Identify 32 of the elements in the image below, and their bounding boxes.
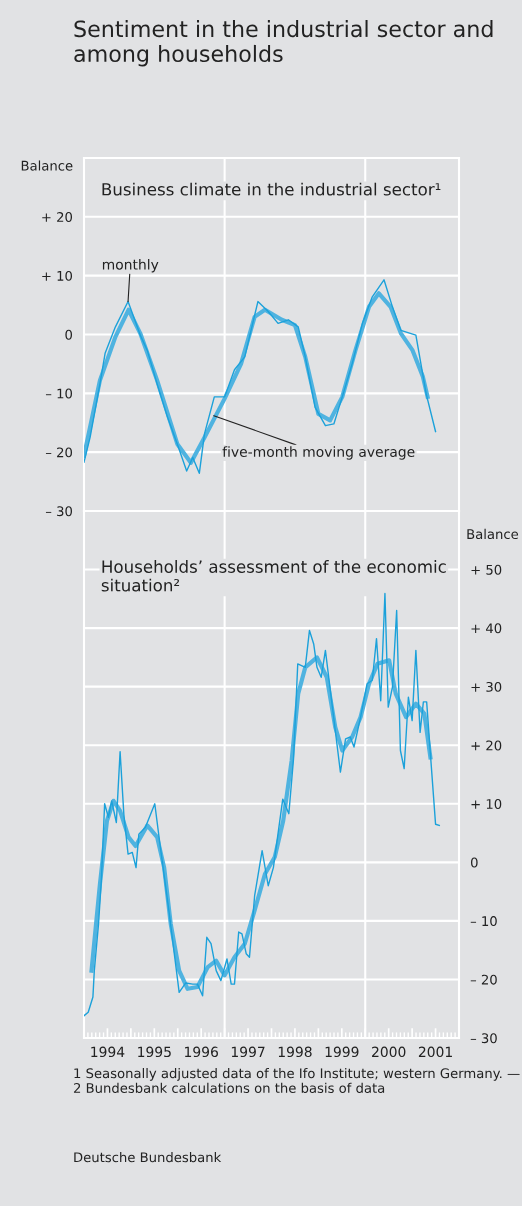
x-tick-label: 1998 <box>278 1046 312 1058</box>
y-tick-label: – 30 <box>45 506 73 517</box>
annotation: monthly <box>102 258 159 273</box>
x-tick-label: 1997 <box>231 1046 265 1058</box>
y-tick-label: + 40 <box>471 623 502 634</box>
y-tick-label: – 10 <box>45 388 73 399</box>
text: 1 Seasonally adjusted data of the Ifo Institute; western Germany. — 2 Bundesbank calculations on the basis of data <box>73 1068 520 1093</box>
y-tick-label: – 20 <box>470 974 497 985</box>
text: Deutsche Bundesbank <box>74 1152 222 1163</box>
x-tick-label: 1994 <box>91 1046 125 1058</box>
y-tick-label: + 10 <box>42 270 73 281</box>
text: Business climate in the industrial sector¹ <box>102 182 441 196</box>
chart-title: Sentiment in the industrial sector and among households <box>74 20 493 67</box>
y-tick-label: – 10 <box>470 916 497 927</box>
y-axis-title: Balance <box>467 528 519 540</box>
y-tick-label: – 30 <box>470 1033 497 1044</box>
y-tick-label: 0 <box>65 329 73 340</box>
y-tick-label: 0 <box>470 857 478 868</box>
x-tick-label: 2001 <box>418 1046 452 1058</box>
x-tick-label: 1995 <box>138 1046 171 1058</box>
y-tick-label: + 50 <box>471 564 502 575</box>
text: Households’ assessment of the economic situation² <box>101 560 446 592</box>
y-tick-label: + 30 <box>471 681 502 692</box>
y-axis-title: Balance <box>21 160 73 171</box>
y-tick-label: – 20 <box>45 447 73 458</box>
y-tick-label: + 20 <box>471 740 502 751</box>
x-tick-label: 1999 <box>325 1046 359 1058</box>
annotation: five-month moving average <box>222 446 415 460</box>
x-tick-label: 1996 <box>185 1046 218 1058</box>
y-tick-label: + 10 <box>471 799 502 809</box>
y-tick-label: + 20 <box>42 212 73 223</box>
x-tick-label: 2000 <box>372 1046 406 1058</box>
